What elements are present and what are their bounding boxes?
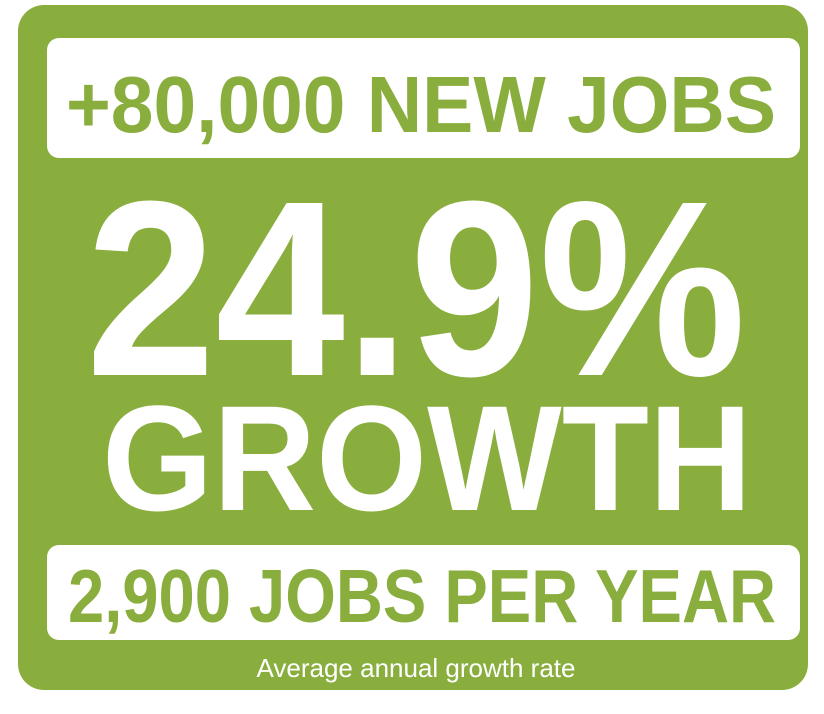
rate: 24.9% bbox=[86, 149, 746, 428]
per-year-box bbox=[47, 545, 800, 640]
headline-box bbox=[47, 38, 800, 158]
caption: Average annual growth rate bbox=[257, 653, 576, 683]
green-panel bbox=[18, 5, 808, 690]
rate-label: GROWTH bbox=[102, 374, 752, 542]
headline: +80,000 NEW JOBS bbox=[66, 60, 776, 149]
per-year: 2,900 JOBS PER YEAR bbox=[68, 554, 776, 638]
